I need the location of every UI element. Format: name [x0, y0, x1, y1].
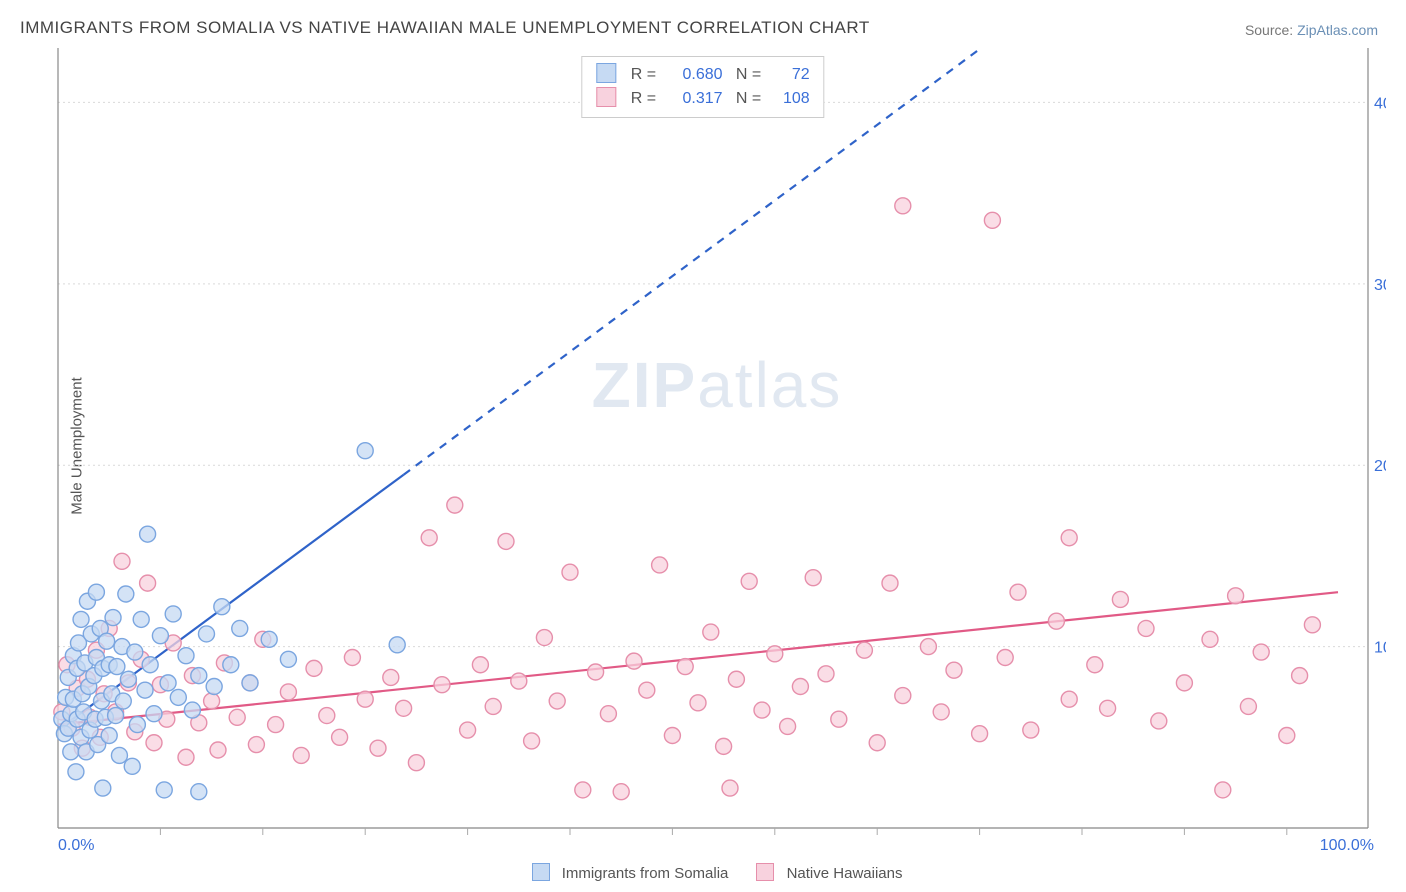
svg-text:100.0%: 100.0%: [1320, 837, 1374, 850]
source-prefix: Source:: [1245, 22, 1297, 38]
legend-swatch-somalia: [596, 63, 616, 83]
legend-row-somalia: R = 0.680 N = 72: [596, 63, 809, 87]
svg-text:40.0%: 40.0%: [1374, 95, 1386, 112]
n-value-somalia: 72: [766, 63, 810, 87]
r-label: R =: [631, 66, 656, 83]
n-label: N =: [736, 66, 761, 83]
legend-label-somalia: Immigrants from Somalia: [562, 865, 729, 882]
n-label: N =: [736, 90, 761, 107]
svg-text:0.0%: 0.0%: [58, 837, 94, 850]
chart-area: 10.0%20.0%30.0%40.0%0.0%100.0% ZIPatlas: [48, 48, 1386, 850]
svg-text:30.0%: 30.0%: [1374, 277, 1386, 294]
legend-row-hawaiian: R = 0.317 N = 108: [596, 87, 809, 111]
legend-item-hawaiian: Native Hawaiians: [756, 863, 902, 882]
n-value-hawaiian: 108: [766, 87, 810, 111]
legend-label-hawaiian: Native Hawaiians: [787, 865, 903, 882]
r-label: R =: [631, 90, 656, 107]
r-value-hawaiian: 0.317: [661, 87, 723, 111]
legend-item-somalia: Immigrants from Somalia: [532, 863, 729, 882]
svg-text:10.0%: 10.0%: [1374, 640, 1386, 657]
legend-swatch-somalia-icon: [532, 863, 550, 881]
scatter-chart-svg: 10.0% 20.0% 30.0% 40.0% 0.0% 100.0%: [48, 48, 1386, 850]
x-axis-legend: Immigrants from Somalia Native Hawaiians: [48, 863, 1386, 882]
chart-title: IMMIGRANTS FROM SOMALIA VS NATIVE HAWAII…: [20, 18, 870, 38]
source-attribution: Source: ZipAtlas.com: [1245, 22, 1378, 38]
correlation-legend: R = 0.680 N = 72 R = 0.317 N = 108: [581, 56, 824, 118]
legend-swatch-hawaiian-icon: [756, 863, 774, 881]
r-value-somalia: 0.680: [661, 63, 723, 87]
svg-text:20.0%: 20.0%: [1374, 458, 1386, 475]
source-link[interactable]: ZipAtlas.com: [1297, 22, 1378, 38]
legend-swatch-hawaiian: [596, 87, 616, 107]
